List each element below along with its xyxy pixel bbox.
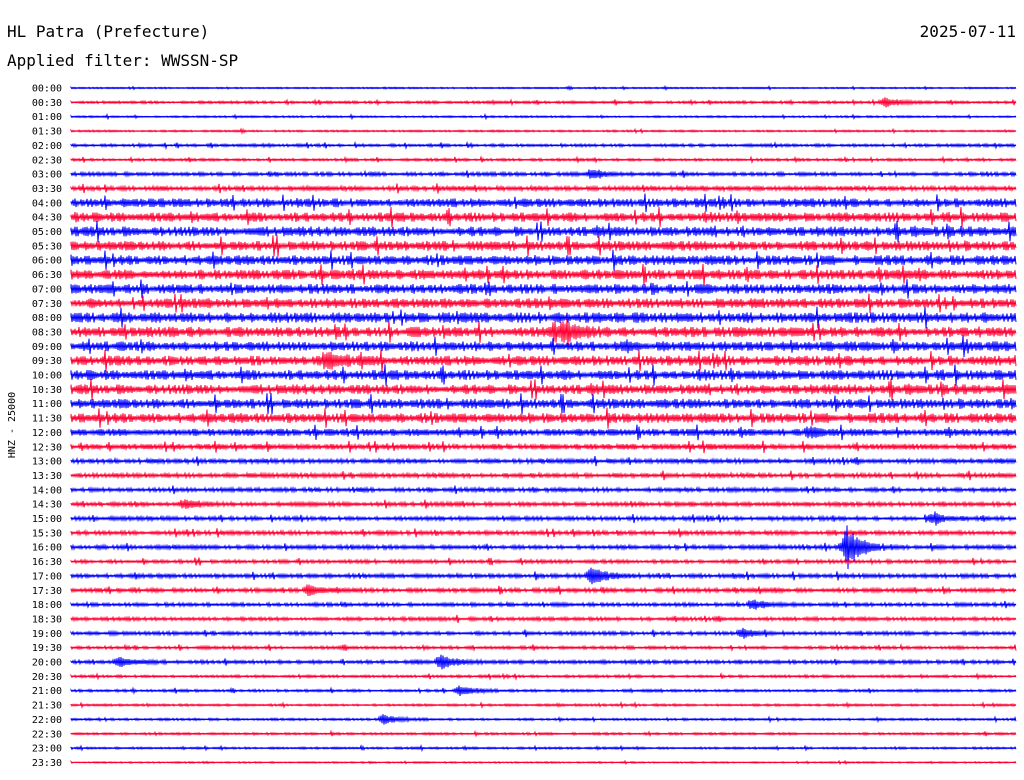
time-tick-label: 22:30 xyxy=(32,729,62,740)
trace-row xyxy=(70,249,1017,271)
time-tick-label: 22:00 xyxy=(32,715,62,726)
time-tick-label: 17:00 xyxy=(32,571,62,582)
time-tick-label: 06:30 xyxy=(32,270,62,281)
time-tick-label: 19:00 xyxy=(32,629,62,640)
time-tick-label: 13:30 xyxy=(32,471,62,482)
trace-row xyxy=(70,407,1017,429)
time-tick-label: 02:30 xyxy=(32,155,62,166)
chart-title: HL Patra (Prefecture) xyxy=(7,22,209,41)
trace-row xyxy=(70,470,1017,481)
time-tick-label: 16:30 xyxy=(32,557,62,568)
seismic-traces xyxy=(70,84,1017,766)
time-tick-label: 07:00 xyxy=(32,284,62,295)
time-tick-label: 21:30 xyxy=(32,701,62,712)
chart-date: 2025-07-11 xyxy=(920,22,1016,41)
time-tick-label: 06:00 xyxy=(32,256,62,267)
time-tick-label: 15:30 xyxy=(32,528,62,539)
time-tick-label: 04:00 xyxy=(32,198,62,209)
time-tick-label: 14:30 xyxy=(32,500,62,511)
time-tick-label: 03:30 xyxy=(32,184,62,195)
time-tick-label: 21:00 xyxy=(32,686,62,697)
time-tick-label: 23:30 xyxy=(32,758,62,769)
time-tick-label: 20:00 xyxy=(32,658,62,669)
time-tick-label: 23:00 xyxy=(32,744,62,755)
time-tick-label: 02:00 xyxy=(32,141,62,152)
time-tick-label: 00:00 xyxy=(32,84,62,95)
time-tick-label: 11:30 xyxy=(32,414,62,425)
time-tick-label: 16:00 xyxy=(32,543,62,554)
time-tick-label: 12:00 xyxy=(32,428,62,439)
time-tick-label: 15:00 xyxy=(32,514,62,525)
time-tick-label: 10:00 xyxy=(32,371,62,382)
time-tick-label: 13:00 xyxy=(32,457,62,468)
time-tick-label: 17:30 xyxy=(32,586,62,597)
time-tick-label: 18:30 xyxy=(32,614,62,625)
trace-row xyxy=(70,293,1017,313)
time-tick-label: 08:00 xyxy=(32,313,62,324)
trace-row xyxy=(70,318,1017,346)
time-tick-label: 09:00 xyxy=(32,342,62,353)
time-tick-label: 12:30 xyxy=(32,442,62,453)
time-tick-label: 08:30 xyxy=(32,327,62,338)
time-tick-label: 01:30 xyxy=(32,127,62,138)
time-tick-label: 03:00 xyxy=(32,170,62,181)
time-tick-label: 19:30 xyxy=(32,643,62,654)
trace-row xyxy=(70,193,1017,213)
trace-row xyxy=(70,349,1017,372)
trace-row xyxy=(70,306,1017,329)
time-tick-label: 14:00 xyxy=(32,485,62,496)
time-tick-label: 05:00 xyxy=(32,227,62,238)
y-axis-label: HNZ - 25000 xyxy=(7,392,18,458)
time-tick-label: 07:30 xyxy=(32,299,62,310)
chart-subtitle: Applied filter: WWSSN-SP xyxy=(7,51,238,70)
time-tick-label: 04:30 xyxy=(32,213,62,224)
time-tick-label: 09:30 xyxy=(32,356,62,367)
time-tick-label: 11:00 xyxy=(32,399,62,410)
time-tick-label: 00:30 xyxy=(32,98,62,109)
time-tick-label: 18:00 xyxy=(32,600,62,611)
trace-row xyxy=(70,220,1017,243)
time-tick-label: 01:00 xyxy=(32,112,62,123)
time-tick-labels: 00:00 00:30 01:00 01:30 02:00 02:30 03:00 03:30… xyxy=(32,84,62,769)
trace-row xyxy=(70,235,1017,257)
trace-row xyxy=(70,392,1017,415)
time-tick-label: 10:30 xyxy=(32,385,62,396)
time-tick-label: 05:30 xyxy=(32,241,62,252)
time-tick-label: 20:30 xyxy=(32,672,62,683)
